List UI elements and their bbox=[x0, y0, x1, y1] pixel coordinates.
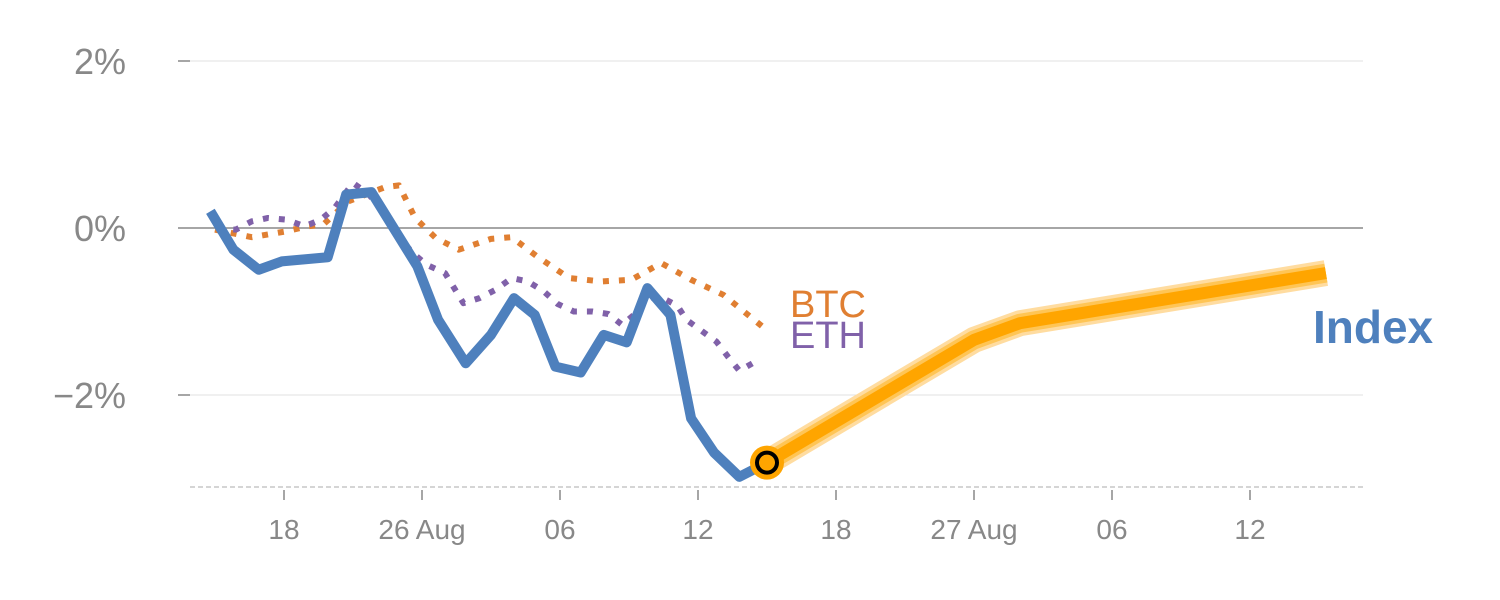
x-tick-label: 18 bbox=[268, 514, 299, 545]
y-axis: 2% 0% −2% bbox=[53, 41, 190, 416]
x-axis: 18 26 Aug 06 12 18 27 Aug 06 12 bbox=[268, 490, 1266, 545]
gridlines bbox=[190, 60, 1363, 488]
x-tick-label: 06 bbox=[544, 514, 575, 545]
current-value-marker-ring bbox=[755, 450, 779, 475]
y-tick-label: −2% bbox=[53, 375, 126, 416]
series-labels: BTC ETH Index bbox=[790, 284, 1434, 357]
y-tick-label: 0% bbox=[74, 208, 126, 249]
x-tick-label: 26 Aug bbox=[378, 514, 465, 545]
series-line-index bbox=[206, 187, 770, 482]
x-tick-label: 06 bbox=[1096, 514, 1127, 545]
legend-label-btc: BTC bbox=[790, 284, 866, 326]
legend-label-index: Index bbox=[1313, 301, 1434, 353]
x-tick-label: 27 Aug bbox=[930, 514, 1017, 545]
x-tick-label: 18 bbox=[820, 514, 851, 545]
series-line-index-forecast bbox=[763, 267, 1327, 468]
series-lines bbox=[206, 179, 1329, 482]
x-tick-label: 12 bbox=[1234, 514, 1265, 545]
legend-label-eth: ETH bbox=[790, 315, 866, 357]
y-tick-label: 2% bbox=[74, 41, 126, 82]
x-tick-label: 12 bbox=[682, 514, 713, 545]
